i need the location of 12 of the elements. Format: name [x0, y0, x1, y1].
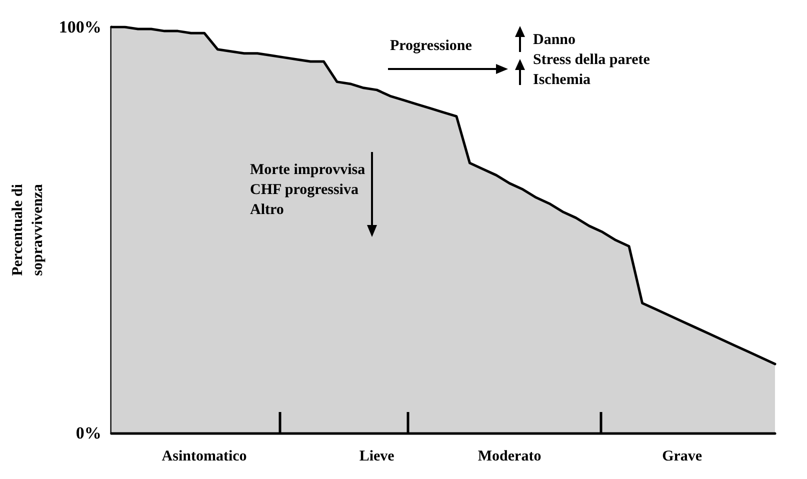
annotation: Danno — [533, 32, 576, 48]
annotation: Morte improvvisa CHF progressiva Altro — [250, 162, 366, 218]
y-tick-label: 0% — [76, 424, 102, 442]
annotation: Ischemia — [533, 72, 591, 88]
x-tick-label: Grave — [662, 448, 702, 464]
x-tick-label: Asintomatico — [162, 448, 247, 464]
annotation: Progressione — [390, 38, 472, 54]
x-tick-label: Lieve — [359, 448, 395, 464]
y-tick-label: 100% — [58, 18, 102, 36]
x-tick-label: Moderato — [478, 448, 542, 464]
annotation: Stress della parete — [533, 52, 650, 68]
y-axis-title: Percentuale di sopravvivenza — [10, 184, 46, 276]
